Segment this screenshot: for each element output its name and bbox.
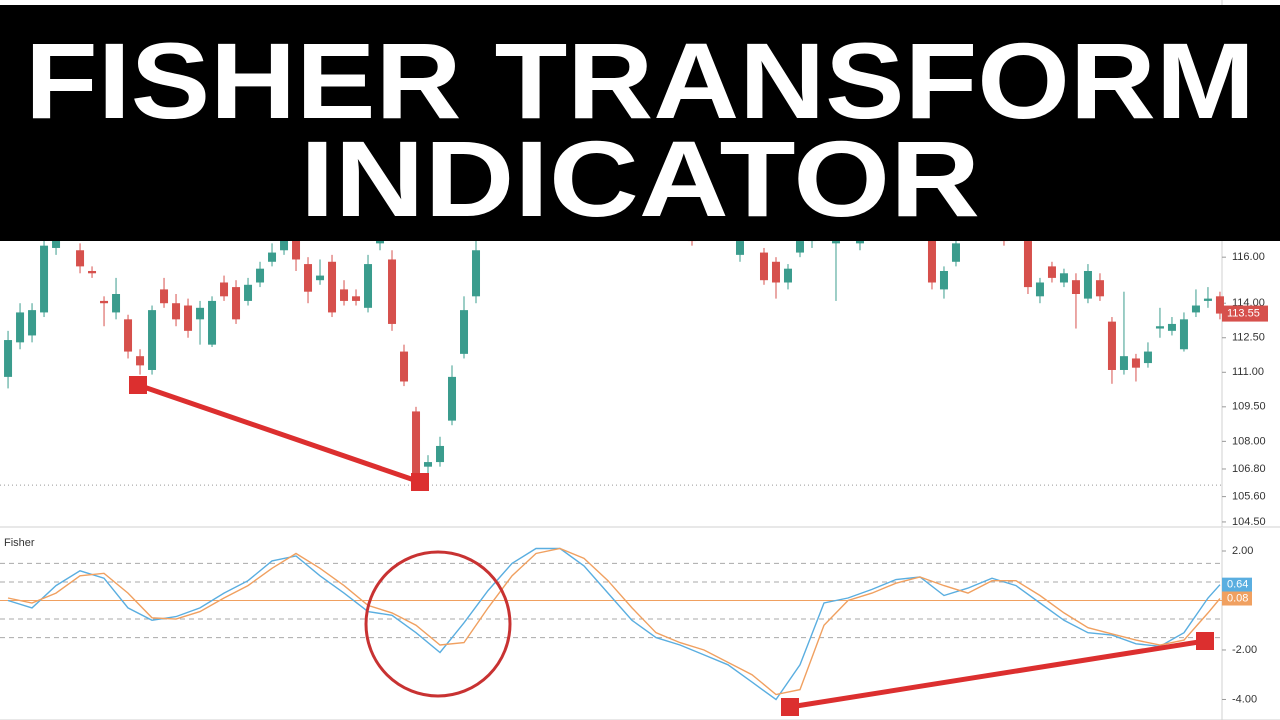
candle-body xyxy=(352,296,361,301)
candle-body xyxy=(448,376,457,421)
candle-body xyxy=(855,238,864,244)
candle-body xyxy=(831,241,840,244)
candle-body xyxy=(460,310,469,354)
candle-body xyxy=(436,445,445,463)
candle-body xyxy=(124,319,133,352)
price-pane: 104.50 105.60 106.80 108.00 109.50 111.00 112.… xyxy=(0,0,1280,528)
y-tick-label: -4.00 xyxy=(1232,693,1257,705)
candle-body xyxy=(1215,296,1224,314)
candle-body xyxy=(1035,282,1044,297)
fisher-line xyxy=(7,547,1221,696)
candle-body xyxy=(1071,280,1080,295)
y-tick-label: 116.00 xyxy=(1232,251,1265,263)
candle-body xyxy=(364,264,373,308)
trendline xyxy=(137,382,421,485)
candle-body xyxy=(759,252,768,281)
candle-body xyxy=(1167,323,1176,331)
candle-body xyxy=(939,270,948,290)
candle-body xyxy=(148,310,157,370)
last-value-label: 0.64 xyxy=(1227,579,1248,591)
candle-body xyxy=(1059,273,1068,283)
candle-body xyxy=(783,268,792,283)
candle-body xyxy=(1095,280,1104,297)
highlight-circle xyxy=(364,550,512,698)
candle-body xyxy=(16,312,25,343)
candle-body xyxy=(1179,319,1188,350)
y-tick-label: 109.50 xyxy=(1232,401,1266,413)
annotations xyxy=(129,376,1214,716)
y-tick-label: -2.00 xyxy=(1232,644,1257,656)
trendline-handle xyxy=(781,698,799,716)
candle-body xyxy=(208,300,217,345)
candle-body xyxy=(184,305,193,331)
last-price-label: 113.55 xyxy=(1227,307,1260,319)
y-tick-label: 105.60 xyxy=(1232,491,1266,503)
candle-body xyxy=(316,275,325,281)
pane-title: Fisher xyxy=(4,537,35,549)
candle-body xyxy=(40,245,49,313)
candle-body xyxy=(1107,321,1116,370)
fisher-line xyxy=(7,547,1221,701)
candle-body xyxy=(88,270,97,274)
candle-body xyxy=(244,284,253,301)
candle-body xyxy=(1131,358,1140,368)
candle-body xyxy=(1155,326,1164,329)
y-tick-label: 104.50 xyxy=(1232,516,1266,528)
fisher-pane: -4.00 -2.00 2.00 Fisher 0.640.08 xyxy=(0,528,1280,720)
banner-background xyxy=(0,5,1280,241)
candle-body xyxy=(424,462,433,467)
candle-body xyxy=(795,241,804,253)
y-tick-label: 106.80 xyxy=(1232,463,1266,475)
candle-body xyxy=(256,268,265,283)
candle-body xyxy=(735,241,744,255)
last-value-box xyxy=(1222,591,1252,606)
banner-title: INDICATOR xyxy=(300,118,980,239)
candle-body xyxy=(100,300,109,304)
candle-body xyxy=(268,252,277,262)
candle-body xyxy=(400,351,409,382)
banner: FISHER TRANSFORM INDICATOR xyxy=(0,5,1280,241)
last-value-label: 0.08 xyxy=(1227,592,1248,604)
candle-body xyxy=(220,282,229,297)
candle-body xyxy=(76,250,85,267)
y-tick-label: 112.50 xyxy=(1232,332,1265,344)
candle-body xyxy=(304,264,313,292)
candle-body xyxy=(1119,356,1128,370)
candle-body xyxy=(1191,305,1200,313)
candle-body xyxy=(160,289,169,304)
trendline-handle xyxy=(411,473,429,491)
candle-body xyxy=(136,356,145,366)
candle-body xyxy=(951,243,960,262)
candle-body xyxy=(472,250,481,297)
candle-body xyxy=(412,411,421,474)
candle-body xyxy=(292,222,301,260)
candle-body xyxy=(340,289,349,301)
last-value-box xyxy=(1222,577,1252,592)
candle-body xyxy=(927,234,936,283)
candle-body xyxy=(172,303,181,320)
trendline-handle xyxy=(129,376,147,394)
candle-body xyxy=(232,287,241,320)
candle-body xyxy=(4,340,13,377)
last-price-box xyxy=(1222,305,1268,322)
candle-body xyxy=(28,310,37,336)
candle-body xyxy=(196,307,205,320)
candle-body xyxy=(1083,270,1092,299)
candle-body xyxy=(1203,298,1212,301)
candle-body xyxy=(1047,266,1056,278)
candle-body xyxy=(388,259,397,324)
trendline-handle xyxy=(1196,632,1214,650)
candle-body xyxy=(1023,241,1032,288)
trendline xyxy=(789,638,1206,710)
candle-body xyxy=(1143,351,1152,364)
candle-body xyxy=(771,261,780,283)
y-tick-label: 111.00 xyxy=(1232,366,1264,378)
y-tick-label: 108.00 xyxy=(1232,435,1266,447)
candle-body xyxy=(328,261,337,313)
candle-body xyxy=(112,294,121,313)
y-tick-label: 2.00 xyxy=(1232,545,1253,557)
banner-title: FISHER TRANSFORM xyxy=(25,20,1255,141)
